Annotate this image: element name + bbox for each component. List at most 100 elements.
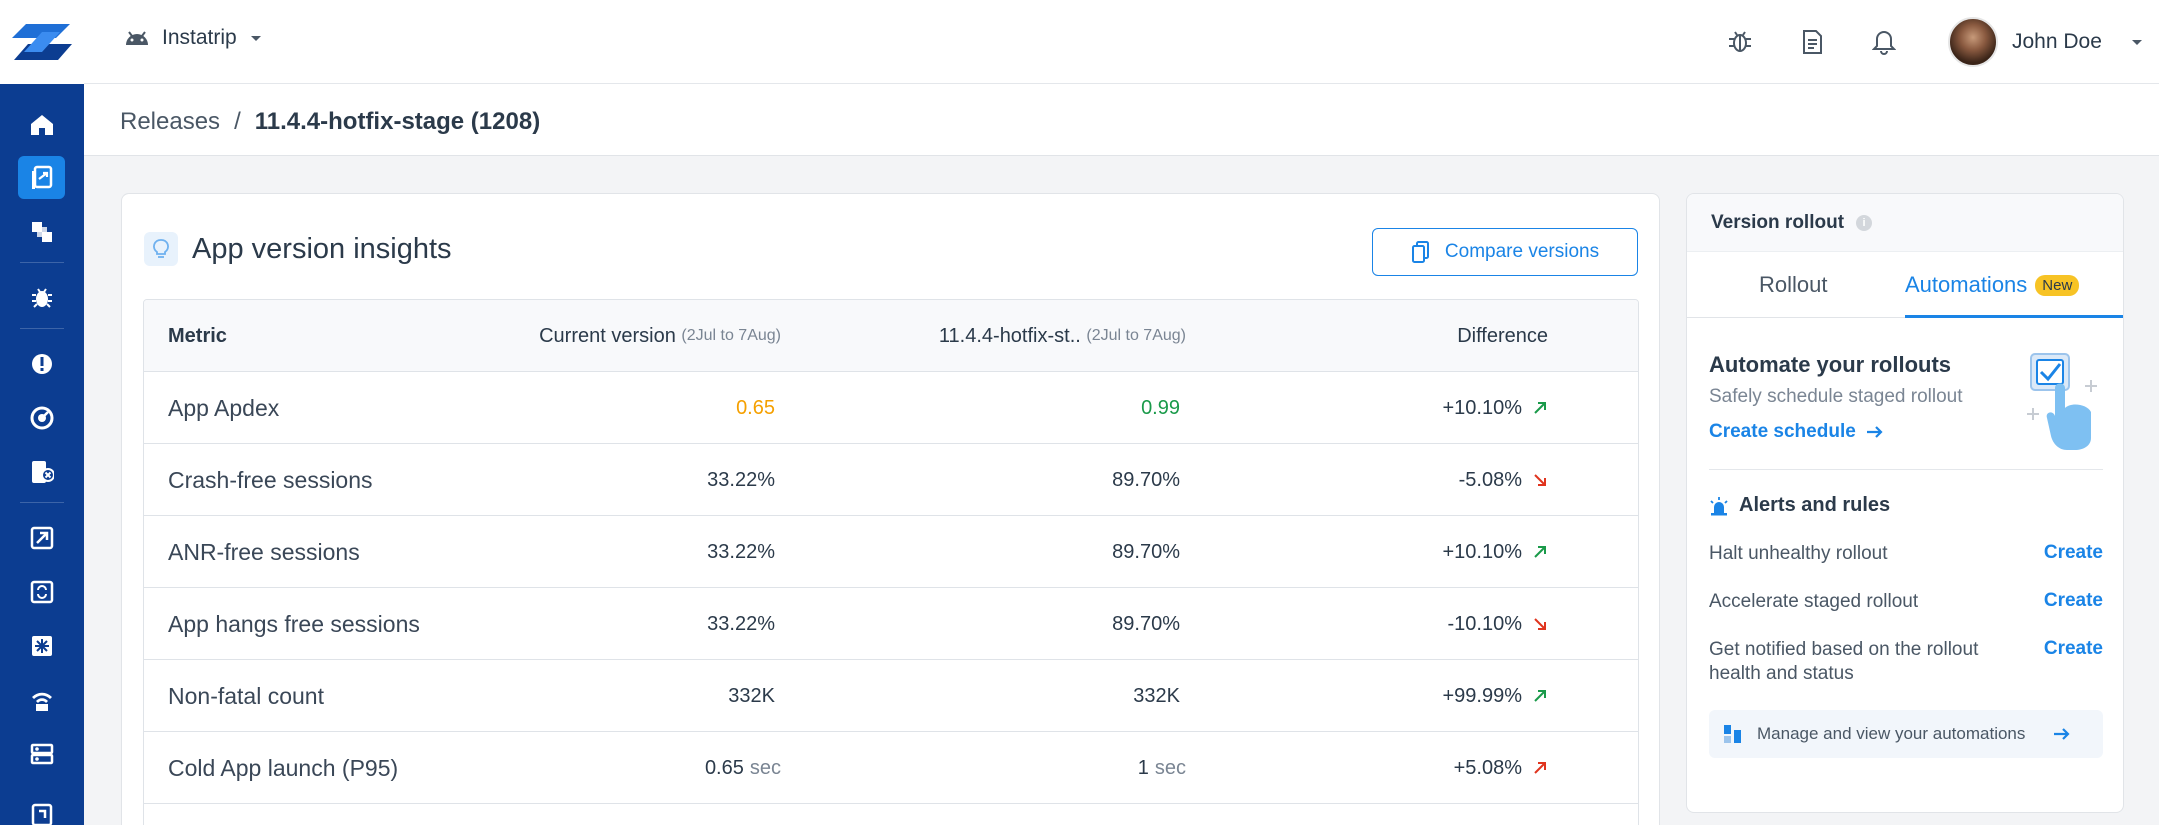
automations-icon bbox=[1724, 725, 1741, 743]
table-row[interactable]: Non-fatal count 332K 332K +99.99% bbox=[144, 660, 1638, 732]
col-metric: Metric bbox=[168, 324, 227, 347]
rule-accelerate-staged: Accelerate staged rollout Create bbox=[1709, 590, 2103, 614]
nav-app-hangs-icon[interactable] bbox=[18, 450, 65, 493]
bell-icon[interactable] bbox=[1868, 26, 1900, 58]
build-value-text: 89.70% bbox=[1112, 468, 1180, 491]
metric-name: App Apdex bbox=[168, 372, 279, 444]
nav-releases-icon[interactable] bbox=[18, 156, 65, 199]
nav-screen-loading-icon[interactable] bbox=[18, 570, 65, 613]
compare-versions-button[interactable]: Compare versions bbox=[1372, 228, 1638, 276]
build-value-text: 1 bbox=[1137, 756, 1149, 779]
info-icon[interactable]: i bbox=[1856, 214, 1873, 231]
nav-crashes-icon[interactable] bbox=[18, 342, 65, 385]
metric-name: Crash-free sessions bbox=[168, 444, 373, 516]
logo[interactable] bbox=[0, 0, 84, 84]
difference-text: +99.99% bbox=[1442, 684, 1522, 707]
rollout-tabs: Rollout Automations New bbox=[1687, 252, 2123, 318]
metric-name: Non-fatal count bbox=[168, 660, 324, 732]
automate-title: Automate your rollouts bbox=[1709, 352, 1952, 377]
android-icon bbox=[126, 31, 148, 45]
docs-icon[interactable] bbox=[1796, 26, 1828, 58]
metric-name: Cold App launch (P95) bbox=[168, 732, 398, 804]
metric-label: App Apdex bbox=[168, 394, 280, 421]
create-rule-button[interactable]: Create bbox=[2043, 638, 2103, 659]
card-title: App version insights bbox=[144, 232, 452, 266]
col-current-range: (2Jul to 7Aug) bbox=[681, 327, 781, 344]
build-unit: sec bbox=[1154, 756, 1186, 779]
tab-automations[interactable]: Automations New bbox=[1905, 272, 2080, 298]
table-row[interactable]: App Apdex 0.65 0.99 +10.10% bbox=[144, 372, 1638, 444]
current-value: 0.65 bbox=[736, 372, 781, 444]
breadcrumb-releases[interactable]: Releases bbox=[120, 108, 221, 135]
manage-automations-link[interactable]: Manage and view your automations bbox=[1709, 710, 2103, 758]
manage-automations-label: Manage and view your automations bbox=[1757, 724, 2026, 743]
metric-label: Cold App launch (P95) bbox=[168, 754, 399, 781]
version-rollout-panel: Version rollout i Rollout Automations Ne… bbox=[1686, 193, 2124, 813]
current-value-text: 33.22% bbox=[707, 468, 775, 491]
metric-name: App hangs free sessions bbox=[168, 588, 420, 660]
active-tab-indicator bbox=[1905, 315, 2123, 318]
table-header: Metric Current version (2Jul to 7Aug) 11… bbox=[144, 300, 1638, 372]
chevron-down-icon bbox=[2131, 40, 2142, 45]
compare-icon bbox=[1411, 241, 1429, 263]
arrow-up-right-icon bbox=[1534, 762, 1546, 774]
difference-value: +10.10% bbox=[1442, 516, 1548, 588]
arrow-down-right-icon bbox=[1534, 474, 1546, 486]
panel-header: Version rollout i bbox=[1687, 194, 2123, 252]
current-value-text: 33.22% bbox=[707, 612, 775, 635]
build-value-text: 89.70% bbox=[1112, 540, 1180, 563]
table-row[interactable]: ANR-free sessions 33.22% 89.70% +10.10% bbox=[144, 516, 1638, 588]
panel-title: Version rollout bbox=[1711, 211, 1845, 233]
user-name: John Doe bbox=[2012, 30, 2102, 53]
metric-name: ANR-free sessions bbox=[168, 516, 360, 588]
difference-value: +10.10% bbox=[1442, 372, 1548, 444]
current-value-text: 0.65 bbox=[704, 756, 744, 779]
nav-settings-icon[interactable] bbox=[18, 732, 65, 775]
user-menu[interactable]: John Doe bbox=[1948, 17, 2144, 67]
arrow-up-right-icon bbox=[1534, 546, 1546, 558]
app-switcher[interactable]: Instatrip bbox=[124, 26, 263, 50]
nav-more-icon[interactable] bbox=[18, 792, 65, 825]
col-build-range: (2Jul to 7Aug) bbox=[1086, 327, 1186, 344]
current-value-text: 332K bbox=[728, 684, 775, 707]
difference-text: +10.10% bbox=[1442, 540, 1522, 563]
nav-launch-icon[interactable] bbox=[18, 516, 65, 559]
nav-versions-icon[interactable] bbox=[18, 210, 65, 253]
top-bar: Instatrip John Doe bbox=[84, 0, 2159, 84]
difference-value: +5.08% bbox=[1454, 732, 1548, 804]
build-value: 89.70% bbox=[1112, 588, 1186, 660]
nav-network-icon[interactable] bbox=[18, 678, 65, 721]
nav-home-icon[interactable] bbox=[18, 103, 65, 146]
difference-value: -10.10% bbox=[1448, 588, 1549, 660]
col-build: 11.4.4-hotfix-st.. (2Jul to 7Aug) bbox=[939, 300, 1186, 372]
tab-rollout[interactable]: Rollout bbox=[1759, 272, 1828, 297]
table-row[interactable]: Cold App launch (P95) 0.65 sec 1 sec +5.08% bbox=[144, 732, 1638, 804]
nav-bugs-icon[interactable] bbox=[18, 276, 65, 319]
create-schedule-link[interactable]: Create schedule bbox=[1709, 421, 1884, 443]
difference-text: -10.10% bbox=[1447, 612, 1523, 635]
difference-value: +99.99% bbox=[1442, 660, 1548, 732]
nav-ui-hangs-icon[interactable] bbox=[18, 624, 65, 667]
difference-text: +10.10% bbox=[1442, 396, 1522, 419]
create-rule-button[interactable]: Create bbox=[2043, 590, 2103, 611]
current-value: 33.22% bbox=[707, 588, 781, 660]
build-value: 332K bbox=[1133, 660, 1186, 732]
difference-text: -5.08% bbox=[1458, 468, 1522, 491]
automation-illustration-icon bbox=[2027, 353, 2097, 450]
app-name: Instatrip bbox=[162, 26, 237, 49]
table-row[interactable]: App hangs free sessions 33.22% 89.70% -10.1… bbox=[144, 588, 1638, 660]
build-value: 89.70% bbox=[1112, 444, 1186, 516]
arrow-right-icon bbox=[2054, 728, 2070, 740]
bug-report-icon[interactable] bbox=[1724, 26, 1756, 58]
divider bbox=[1709, 469, 2103, 470]
rule-label: Get notified based on the rollout health… bbox=[1709, 639, 1979, 684]
current-value-text: 33.22% bbox=[707, 540, 775, 563]
build-value: 89.70% bbox=[1112, 516, 1186, 588]
app-version-insights-card: App version insights Compare versions Me… bbox=[121, 193, 1660, 825]
left-sidebar bbox=[0, 0, 84, 825]
tab-automations-label: Automations bbox=[1905, 272, 2028, 297]
table-row[interactable]: Crash-free sessions 33.22% 89.70% -5.08% bbox=[144, 444, 1638, 516]
nav-apdex-icon[interactable] bbox=[18, 396, 65, 439]
create-rule-button[interactable]: Create bbox=[2043, 542, 2103, 563]
metric-label: Crash-free sessions bbox=[168, 466, 373, 493]
